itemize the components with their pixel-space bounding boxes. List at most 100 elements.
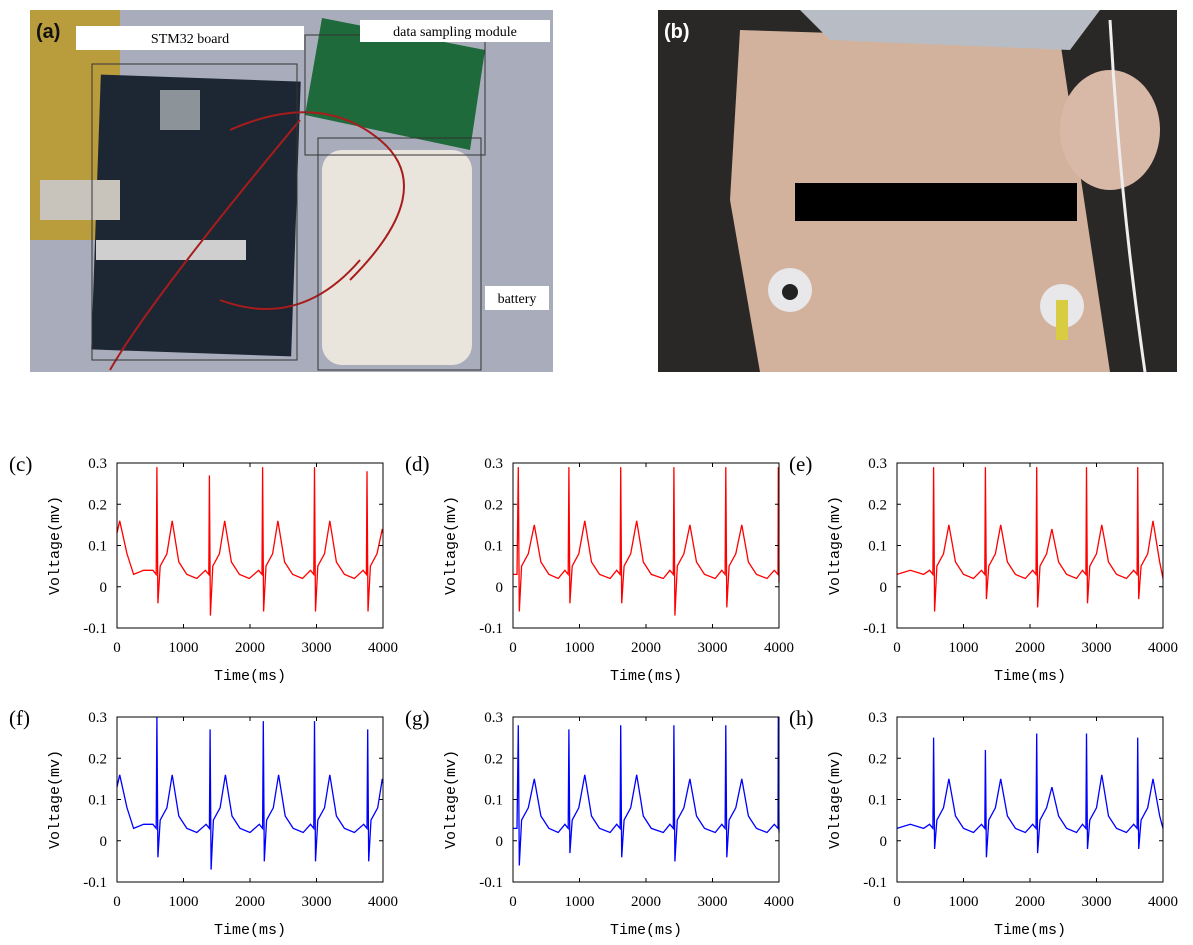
y-axis-label: Voltage(mv) bbox=[443, 496, 460, 595]
label-bg bbox=[360, 20, 550, 42]
annotation: data sampling module bbox=[393, 25, 517, 40]
x-tick-label: 3000 bbox=[1082, 640, 1112, 656]
annotation: battery bbox=[498, 292, 537, 307]
y-tick-label: 0.3 bbox=[88, 456, 107, 472]
photo-a: STM32 board data sampling module battery… bbox=[30, 10, 553, 372]
panel-label: (c) bbox=[9, 452, 32, 476]
y-tick-label: 0.1 bbox=[868, 793, 887, 809]
x-tick-label: 0 bbox=[893, 640, 901, 656]
lead bbox=[1056, 300, 1068, 340]
y-axis-label: Voltage(mv) bbox=[47, 496, 64, 595]
x-tick-label: 3000 bbox=[1082, 894, 1112, 910]
x-axis-label: Time(ms) bbox=[214, 922, 286, 939]
panel-label: (a) bbox=[36, 21, 60, 43]
x-tick-label: 2000 bbox=[1015, 894, 1045, 910]
x-tick-label: 4000 bbox=[764, 640, 794, 656]
panel-label: (b) bbox=[664, 21, 690, 43]
y-tick-label: 0.1 bbox=[88, 539, 107, 555]
battery-case bbox=[322, 150, 472, 365]
panel-label: (f) bbox=[9, 706, 30, 730]
panel-label: (g) bbox=[405, 706, 430, 730]
y-tick-label: -0.1 bbox=[83, 621, 107, 637]
x-tick-label: 0 bbox=[893, 894, 901, 910]
axes-box bbox=[896, 462, 1164, 629]
y-axis-label: Voltage(mv) bbox=[47, 750, 64, 849]
x-tick-label: 1000 bbox=[169, 894, 199, 910]
y-tick-label: 0.3 bbox=[484, 710, 503, 726]
x-tick-label: 2000 bbox=[235, 894, 265, 910]
x-tick-label: 3000 bbox=[698, 640, 728, 656]
y-tick-label: -0.1 bbox=[863, 621, 887, 637]
y-tick-label: 0.1 bbox=[868, 539, 887, 555]
x-tick-label: 1000 bbox=[949, 640, 979, 656]
y-tick-label: 0.2 bbox=[88, 751, 107, 767]
photo-b: (b) bbox=[658, 10, 1177, 373]
box-board bbox=[91, 63, 298, 361]
x-tick-label: 0 bbox=[509, 894, 517, 910]
box-battery bbox=[317, 137, 482, 371]
x-tick-label: 2000 bbox=[631, 894, 661, 910]
y-tick-label: 0 bbox=[496, 580, 504, 596]
label-bg bbox=[76, 26, 304, 50]
ecg-line bbox=[116, 716, 384, 870]
axes-box bbox=[512, 462, 780, 629]
chart: (f) 0 1000 2000 3000 4000 -0.1 0 0.1 0.2 0.3 Time(m… bbox=[9, 706, 398, 939]
x-tick-label: 4000 bbox=[368, 640, 398, 656]
y-tick-label: 0.3 bbox=[868, 456, 887, 472]
y-tick-label: -0.1 bbox=[479, 621, 503, 637]
y-tick-label: 0.2 bbox=[868, 751, 887, 767]
y-tick-label: 0.2 bbox=[868, 497, 887, 513]
x-tick-label: 1000 bbox=[565, 894, 595, 910]
x-tick-label: 2000 bbox=[1015, 640, 1045, 656]
ecg-line bbox=[513, 467, 780, 616]
y-tick-label: 0.1 bbox=[484, 793, 503, 809]
chart: (d) 0 1000 2000 3000 4000 -0.1 0 0.1 0.2 0.3 Time(m… bbox=[405, 452, 794, 685]
y-tick-label: 0 bbox=[880, 834, 888, 850]
x-axis-label: Time(ms) bbox=[994, 668, 1066, 685]
ribbon-cable bbox=[96, 240, 246, 260]
ecg-line bbox=[896, 467, 1164, 612]
y-tick-label: 0.3 bbox=[88, 710, 107, 726]
shirt bbox=[800, 10, 1100, 50]
hand bbox=[1060, 70, 1160, 190]
y-axis-label: Voltage(mv) bbox=[443, 750, 460, 849]
x-tick-label: 1000 bbox=[949, 894, 979, 910]
y-tick-label: -0.1 bbox=[863, 875, 887, 891]
ecg-line bbox=[896, 733, 1164, 858]
ecg-line bbox=[116, 467, 384, 616]
sampling-module bbox=[305, 18, 485, 150]
censor-bar bbox=[795, 183, 1077, 221]
x-axis-label: Time(ms) bbox=[610, 922, 682, 939]
ecg-line bbox=[513, 716, 780, 866]
wires bbox=[109, 111, 405, 371]
y-tick-label: 0.2 bbox=[88, 497, 107, 513]
x-tick-label: 0 bbox=[509, 640, 517, 656]
annotation: STM32 board bbox=[151, 32, 229, 47]
y-axis-label: Voltage(mv) bbox=[827, 496, 844, 595]
y-axis-label: Voltage(mv) bbox=[827, 750, 844, 849]
chart: (g) 0 1000 2000 3000 4000 -0.1 0 0.1 0.2 0.3 Time(m… bbox=[405, 706, 794, 939]
x-tick-label: 2000 bbox=[631, 640, 661, 656]
y-tick-label: 0 bbox=[100, 580, 108, 596]
cable bbox=[40, 180, 120, 220]
y-tick-label: 0.1 bbox=[88, 793, 107, 809]
panel-label: (e) bbox=[789, 452, 812, 476]
x-tick-label: 3000 bbox=[698, 894, 728, 910]
x-tick-label: 4000 bbox=[1148, 640, 1178, 656]
x-tick-label: 4000 bbox=[764, 894, 794, 910]
chart: (h) 0 1000 2000 3000 4000 -0.1 0 0.1 0.2 0.3 Time(m… bbox=[789, 706, 1178, 939]
x-tick-label: 1000 bbox=[169, 640, 199, 656]
panel-label: (h) bbox=[789, 706, 814, 730]
x-axis-label: Time(ms) bbox=[214, 668, 286, 685]
axes-box bbox=[896, 716, 1164, 883]
y-tick-label: 0 bbox=[496, 834, 504, 850]
chart: (c) 0 1000 2000 3000 4000 -0.1 0 0.1 0.2 0.3 Time(m… bbox=[9, 452, 398, 685]
y-tick-label: 0 bbox=[880, 580, 888, 596]
x-tick-label: 0 bbox=[113, 894, 121, 910]
cable bbox=[1108, 19, 1147, 373]
x-tick-label: 4000 bbox=[368, 894, 398, 910]
x-axis-label: Time(ms) bbox=[994, 922, 1066, 939]
x-tick-label: 4000 bbox=[1148, 894, 1178, 910]
chart: (e) 0 1000 2000 3000 4000 -0.1 0 0.1 0.2 0.3 Time(m… bbox=[789, 452, 1178, 685]
